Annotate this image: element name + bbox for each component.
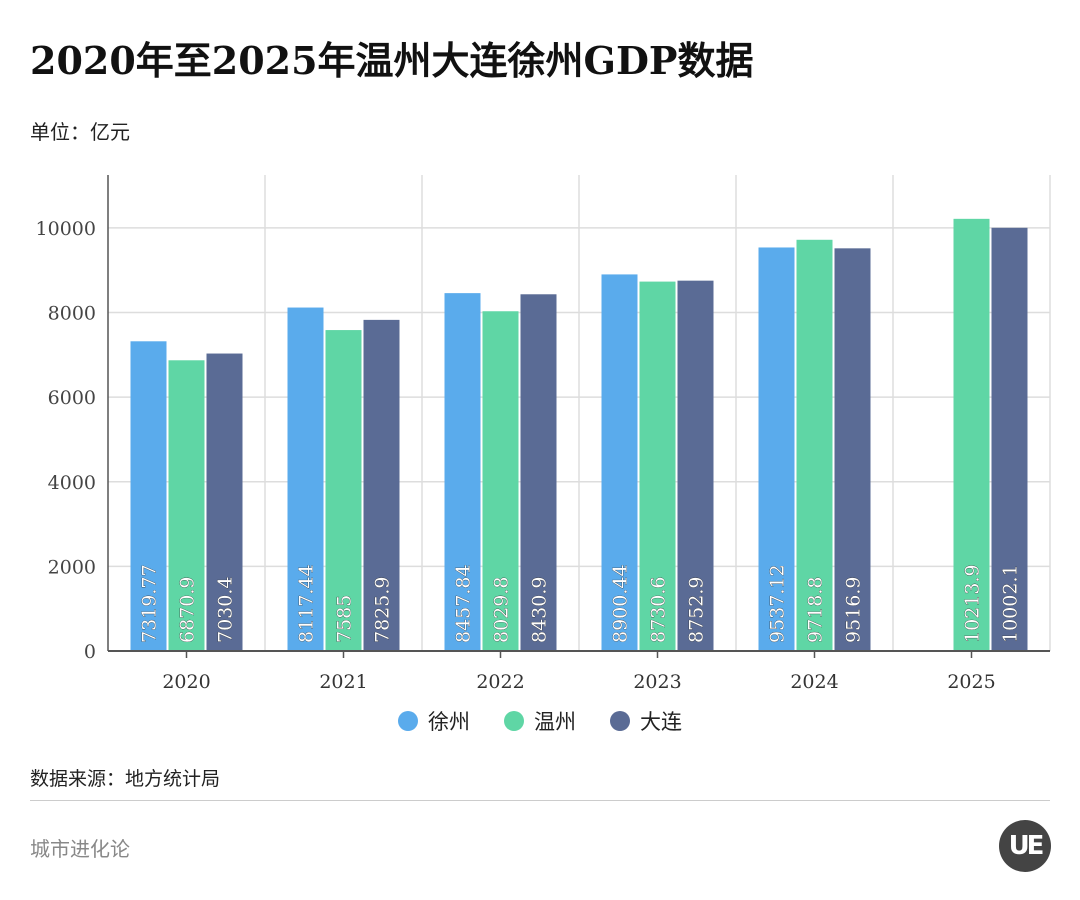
bar	[363, 319, 400, 651]
bar	[601, 274, 638, 651]
data-label: 10213.9	[962, 564, 984, 643]
bar	[677, 280, 714, 651]
bar	[758, 247, 795, 651]
data-label: 8900.44	[610, 564, 632, 643]
x-tick-label: 2025	[947, 671, 995, 693]
bar	[991, 227, 1028, 651]
data-label: 7319.77	[139, 564, 161, 643]
bar	[325, 330, 362, 651]
unit-label: 单位：亿元	[30, 120, 130, 144]
footer-brand: 城市进化论	[30, 837, 130, 861]
legend-item-wenzhou: 温州	[504, 706, 576, 736]
data-label: 8117.44	[296, 564, 318, 643]
bar-chart: 0 2000 4000 6000 8000 10000 7319.77 6870.9 7030.…	[36, 175, 1051, 693]
bar	[639, 281, 676, 651]
divider	[30, 800, 1050, 801]
data-label: 10002.1	[1000, 564, 1022, 643]
data-label: 9516.9	[843, 577, 865, 643]
bar	[520, 294, 557, 651]
y-tick-label: 2000	[48, 556, 96, 578]
bar	[130, 341, 167, 651]
chart-title: 2020年至2025年温州大连徐州GDP数据	[30, 38, 754, 83]
bar	[482, 311, 519, 651]
data-label: 7825.9	[372, 577, 394, 643]
y-tick-label: 0	[84, 641, 96, 663]
bar	[444, 293, 481, 651]
y-tick-label: 10000	[36, 218, 96, 240]
x-tick-label: 2022	[476, 671, 524, 693]
data-label: 8029.8	[491, 577, 513, 643]
legend-item-dalian: 大连	[610, 706, 682, 736]
data-label: 7585	[334, 595, 356, 643]
x-tick-label: 2023	[633, 671, 681, 693]
legend-item-xuzhou: 徐州	[398, 706, 470, 736]
legend-swatch	[610, 711, 630, 731]
bar	[834, 248, 871, 651]
bar	[206, 353, 243, 651]
bar	[796, 239, 833, 651]
y-tick-label: 6000	[48, 387, 96, 409]
legend-label: 大连	[640, 710, 682, 734]
legend-label: 温州	[534, 710, 576, 734]
data-label: 8430.9	[529, 577, 551, 643]
bar	[168, 360, 205, 651]
data-label: 7030.4	[215, 577, 237, 643]
legend-swatch	[504, 711, 524, 731]
bar	[287, 307, 324, 651]
data-label: 8730.6	[648, 577, 670, 643]
data-label: 9718.8	[805, 577, 827, 643]
brand-logo: UE	[999, 820, 1051, 872]
x-tick-label: 2020	[162, 671, 210, 693]
data-label: 8457.84	[453, 564, 475, 643]
bar	[953, 218, 990, 651]
y-tick-label: 4000	[48, 472, 96, 494]
data-label: 6870.9	[177, 577, 199, 643]
data-source: 数据来源：地方统计局	[30, 768, 221, 790]
legend-swatch	[398, 711, 418, 731]
x-tick-label: 2021	[319, 671, 367, 693]
y-tick-label: 8000	[48, 303, 96, 325]
x-tick-label: 2024	[790, 671, 838, 693]
data-label: 8752.9	[686, 577, 708, 643]
data-label: 9537.12	[767, 564, 789, 643]
legend: 徐州 温州 大连	[0, 706, 1080, 736]
legend-label: 徐州	[428, 710, 470, 734]
